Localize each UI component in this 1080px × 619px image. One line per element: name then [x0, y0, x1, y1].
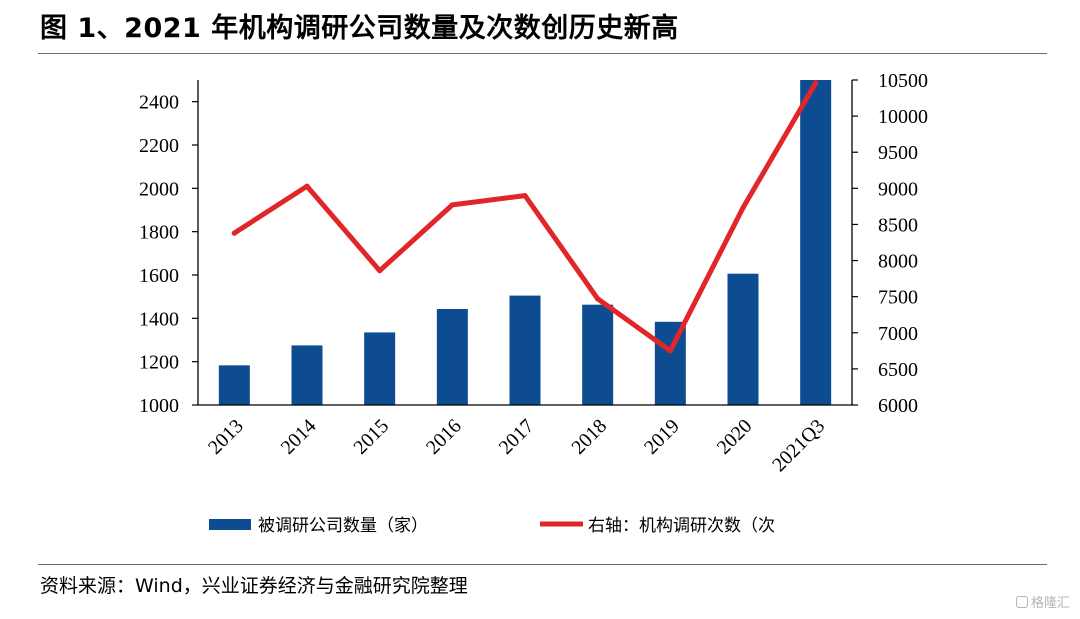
left-tick-label: 2400: [139, 92, 179, 114]
bar-2013: [218, 365, 250, 405]
x-tick-label: 2017: [495, 415, 539, 459]
chart-title: 图 1、2021 年机构调研公司数量及次数创历史新高: [40, 13, 679, 44]
right-tick-label: 7500: [878, 287, 918, 309]
right-tick-label: 10500: [878, 70, 928, 92]
left-tick-label: 1000: [139, 395, 179, 417]
line-point-2017: [522, 192, 528, 199]
x-tick-label: 2016: [422, 415, 466, 459]
left-tick-label: 1800: [139, 222, 179, 244]
axes-group: 1000 1200 1400 1600 1800 2000 2200 2400 6000 6500…: [139, 70, 928, 417]
watermark-text: 格隆汇: [1030, 596, 1070, 611]
right-tick-label: 6500: [878, 359, 918, 381]
x-tick-label: 2014: [277, 415, 321, 459]
line-point-2018: [595, 296, 601, 302]
line-point-2015: [377, 268, 383, 274]
watermark-logo-icon: [1015, 595, 1028, 608]
right-tick-label: 6000: [878, 395, 918, 417]
bar-2020: [727, 273, 759, 405]
x-tick-label: 2021Q3: [768, 415, 829, 476]
bottom-divider: [38, 564, 1047, 565]
right-tick-label: 9500: [878, 142, 918, 164]
right-tick-label: 7000: [878, 323, 918, 345]
bar-2018: [582, 304, 614, 405]
x-tick-label: 2013: [204, 415, 248, 459]
x-tick-label: 2020: [713, 415, 757, 459]
left-tick-label: 1400: [139, 308, 179, 330]
x-tick-label: 2019: [640, 415, 684, 459]
legend-bar-label: 被调研公司数量（家）: [258, 516, 428, 536]
x-tick-label: 2015: [349, 415, 393, 459]
legend: 被调研公司数量（家） 右轴：机构调研次数（次: [209, 516, 775, 536]
bar-2014: [291, 345, 323, 405]
line-group: [231, 80, 819, 354]
bar-2016: [436, 309, 468, 405]
left-tick-label: 1200: [139, 352, 179, 374]
bar-2017: [509, 295, 541, 405]
watermark: 格隆汇: [1015, 592, 1070, 611]
left-tick-label: 1600: [139, 265, 179, 287]
bars-group: [218, 80, 832, 405]
top-divider: [38, 53, 1047, 54]
x-tick-label: 2018: [567, 415, 611, 459]
x-tick-labels: 2013 2014 2015 2016 2017 2018 2019 2020 2021Q3: [204, 415, 829, 476]
line-point-2014: [304, 183, 310, 189]
bar-2021Q3: [800, 80, 832, 405]
right-tick-label: 8500: [878, 214, 918, 236]
line-point-2016: [449, 202, 455, 208]
legend-line-label: 右轴：机构调研次数（次: [588, 516, 775, 536]
right-tick-label: 10000: [878, 106, 928, 128]
line-point-2021Q3: [813, 80, 819, 86]
line-point-2013: [231, 230, 237, 236]
line-point-2020: [740, 205, 746, 211]
bar-2015: [364, 332, 396, 405]
source-note: 资料来源：Wind，兴业证券经济与金融研究院整理: [40, 575, 468, 597]
right-tick-label: 9000: [878, 178, 918, 200]
left-tick-label: 2000: [139, 178, 179, 200]
legend-bar-swatch: [209, 519, 251, 530]
left-tick-label: 2200: [139, 135, 179, 157]
right-tick-label: 8000: [878, 251, 918, 273]
line-point-2019: [667, 348, 673, 354]
